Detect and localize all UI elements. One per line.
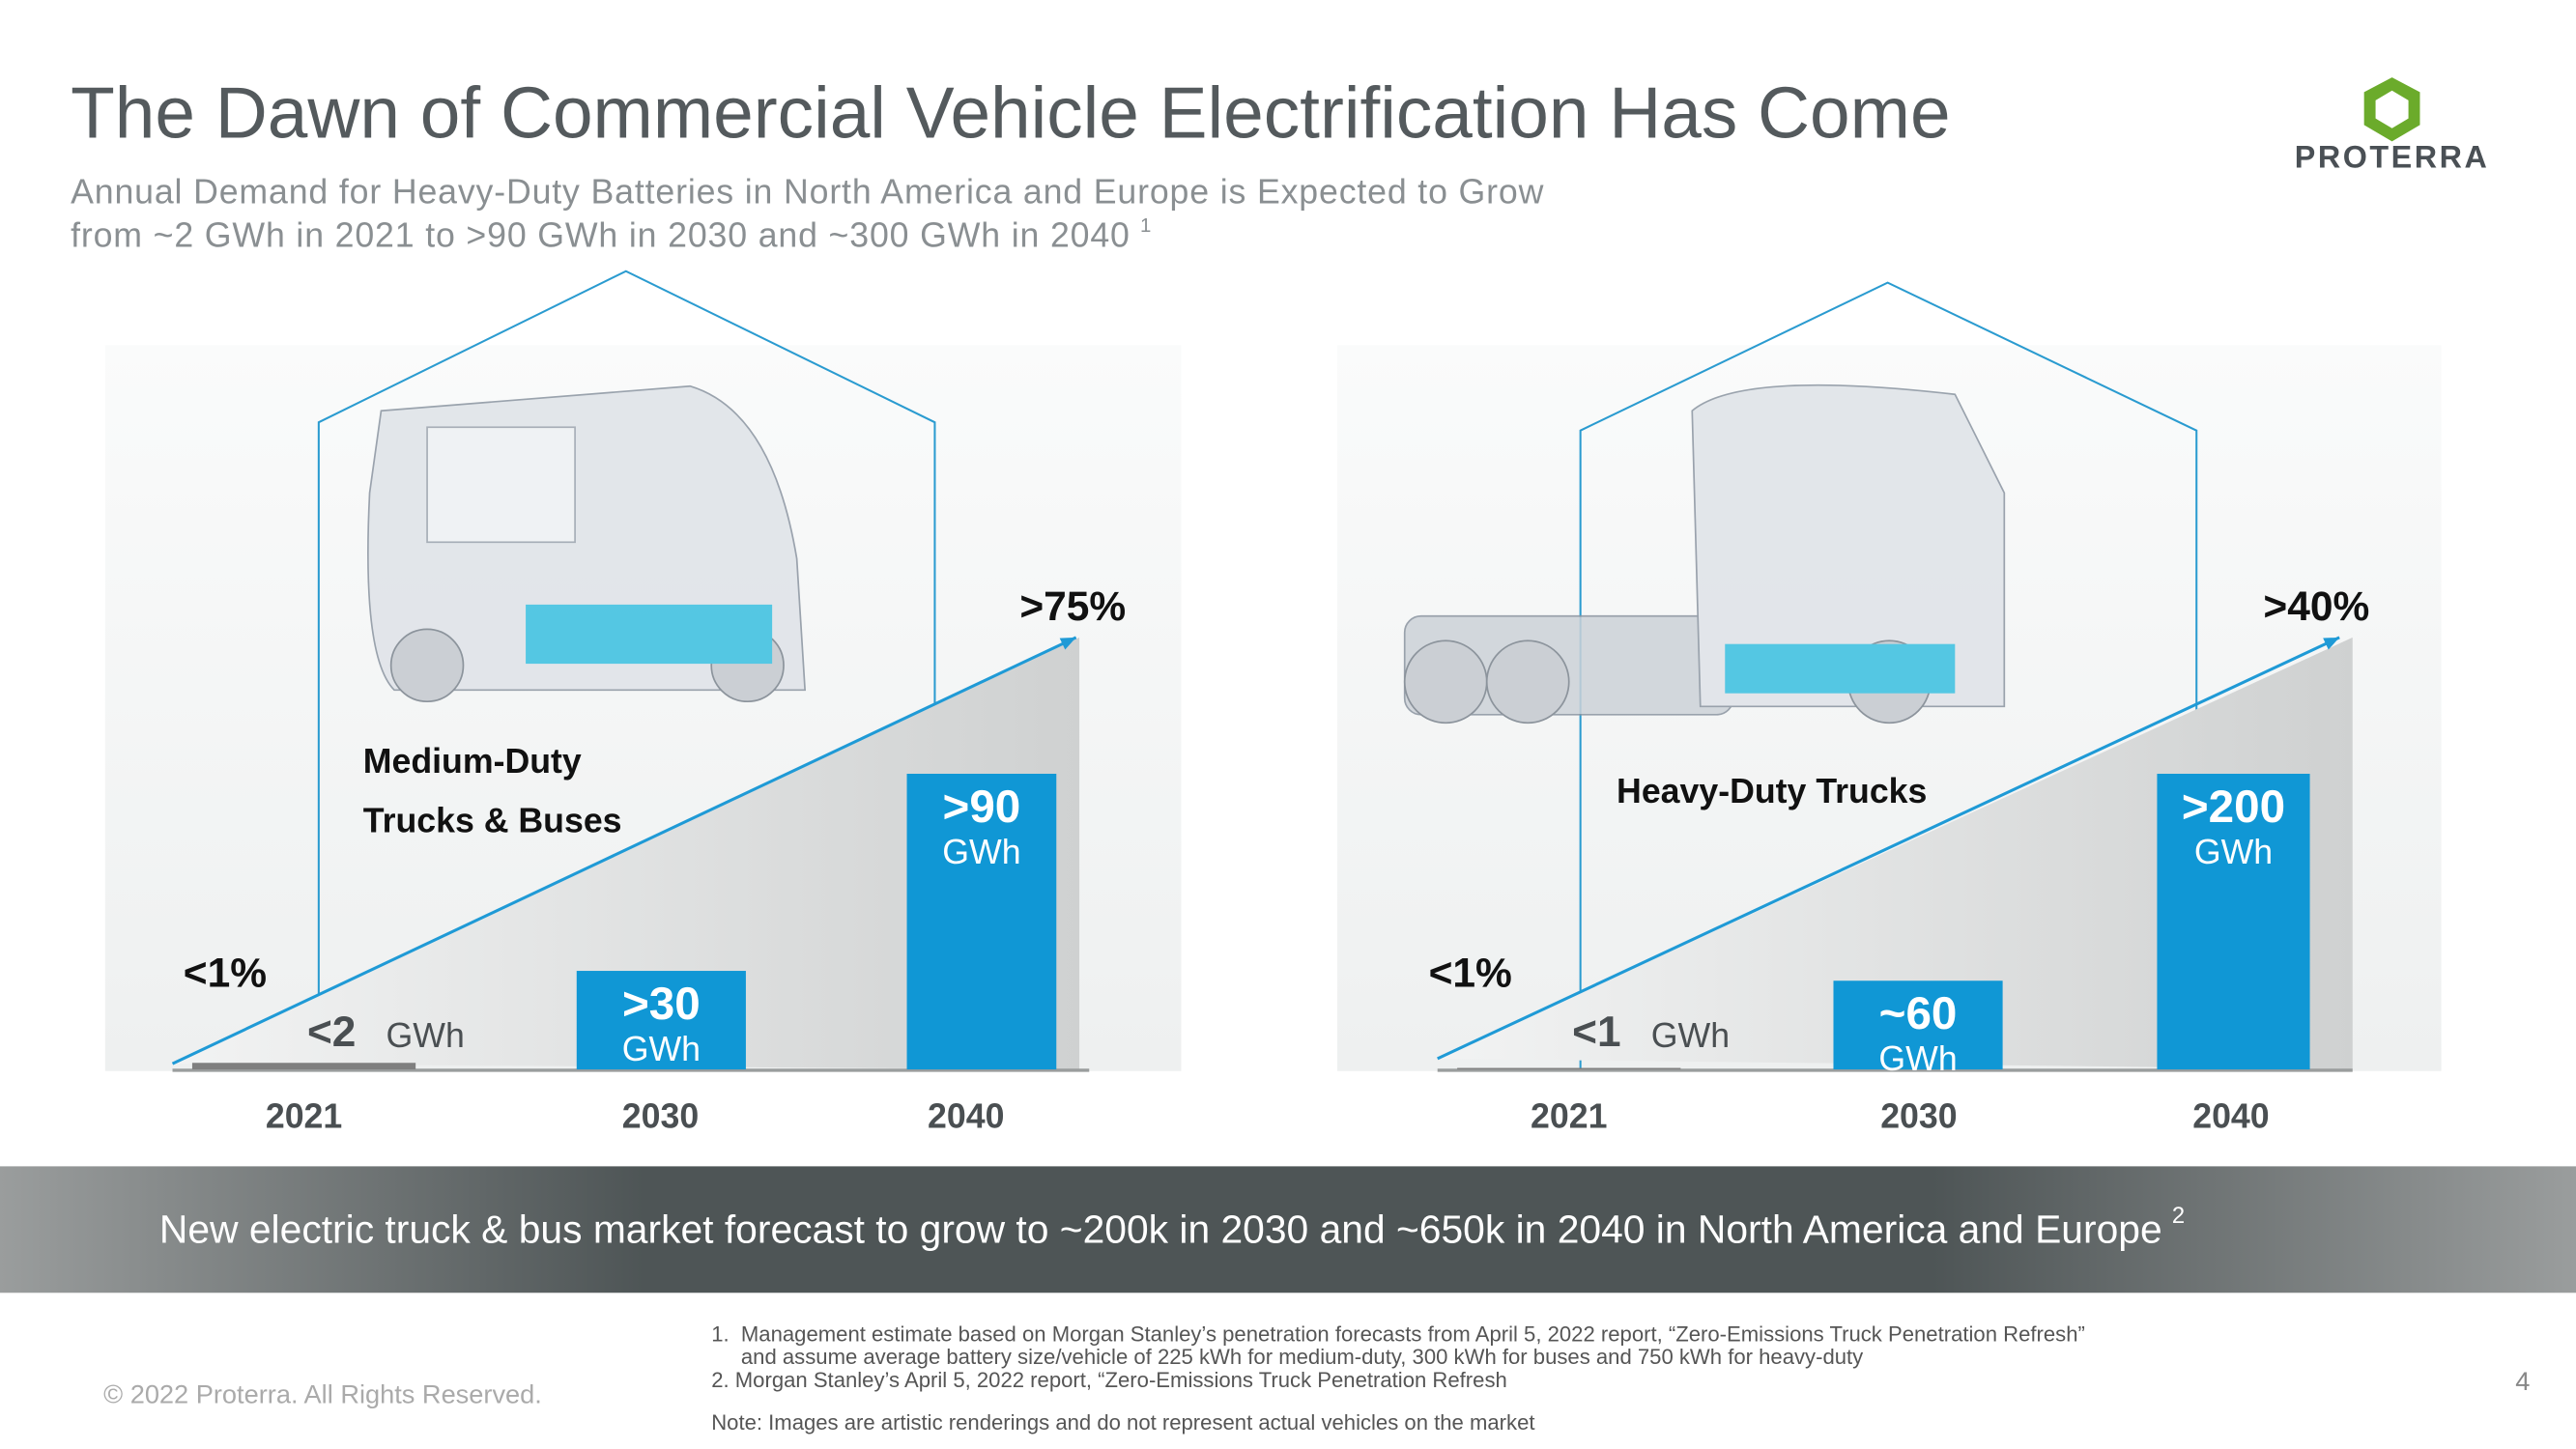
bar xyxy=(1457,1067,1681,1070)
x-tick-label: 2040 xyxy=(928,1096,1004,1135)
unit-label: GWh xyxy=(386,1016,465,1055)
value-label: <1 xyxy=(1572,1009,1620,1056)
bar xyxy=(576,971,746,1070)
footnote: and assume average battery size/vehicle … xyxy=(711,1345,1863,1369)
footnote-ref: 2 xyxy=(2172,1203,2185,1229)
value-label: >90 xyxy=(943,781,1021,833)
arrow-head xyxy=(1059,637,1076,650)
footnote: Note: Images are artistic renderings and… xyxy=(711,1410,1534,1435)
x-tick-label: 2030 xyxy=(622,1096,699,1135)
logo-text: PROTERRA xyxy=(2295,140,2490,175)
logo: PROTERRA xyxy=(2295,77,2490,175)
copyright: © 2022 Proterra. All Rights Reserved. xyxy=(103,1379,542,1409)
penetration-line xyxy=(171,636,1077,1065)
bar xyxy=(2157,774,2310,1070)
value-label: >200 xyxy=(2182,781,2285,833)
subtitle: from ~2 GWh in 2021 to >90 GWh in 2030 a… xyxy=(71,215,1152,255)
penetration-label: <1% xyxy=(1429,951,1512,996)
subtitle: Annual Demand for Heavy-Duty Batteries i… xyxy=(71,172,1544,211)
footnote: 2. Morgan Stanley’s April 5, 2022 report… xyxy=(711,1368,1507,1392)
footnote: 1. Management estimate based on Morgan S… xyxy=(711,1321,2085,1346)
penetration-area xyxy=(1437,637,2353,1070)
unit-label: GWh xyxy=(1878,1039,1957,1078)
segment-label: Medium-Duty xyxy=(363,742,582,781)
truck-illustration xyxy=(1403,384,2006,724)
segment-label: Heavy-Duty Trucks xyxy=(1617,772,1927,810)
unit-label: GWh xyxy=(2194,833,2273,871)
van-illustration xyxy=(367,384,807,703)
penetration-label: >40% xyxy=(2263,584,2369,630)
banner-text: New electric truck & bus market forecast… xyxy=(159,1203,2185,1251)
unit-label: GWh xyxy=(622,1030,701,1068)
title: The Dawn of Commercial Vehicle Electrifi… xyxy=(71,71,1950,153)
x-tick-label: 2040 xyxy=(2192,1096,2269,1135)
penetration-label: <1% xyxy=(184,951,267,996)
banner xyxy=(0,1166,2576,1293)
penetration-label: >75% xyxy=(1019,584,1126,630)
unit-label: GWh xyxy=(942,833,1020,871)
bar xyxy=(1833,980,2003,1070)
hexagon xyxy=(317,270,936,1071)
unit-label: GWh xyxy=(1651,1016,1730,1055)
penetration-line xyxy=(1437,636,2340,1061)
x-tick-label: 2021 xyxy=(1531,1096,1607,1135)
value-label: <2 xyxy=(307,1009,356,1056)
bar xyxy=(906,774,1057,1070)
x-tick-label: 2021 xyxy=(266,1096,342,1135)
bar xyxy=(191,1063,416,1070)
value-label: ~60 xyxy=(1879,988,1958,1039)
value-label: >30 xyxy=(622,979,701,1030)
arrow-head xyxy=(2323,637,2340,650)
segment-label: Trucks & Buses xyxy=(363,801,622,839)
banner-line: New electric truck & bus market forecast… xyxy=(159,1207,2162,1251)
subtitle-line: from ~2 GWh in 2021 to >90 GWh in 2030 a… xyxy=(71,216,1131,255)
footnote-ref: 1 xyxy=(1140,215,1152,237)
x-tick-label: 2030 xyxy=(1880,1096,1957,1135)
penetration-area xyxy=(172,637,1080,1070)
page-number: 4 xyxy=(2515,1366,2530,1396)
